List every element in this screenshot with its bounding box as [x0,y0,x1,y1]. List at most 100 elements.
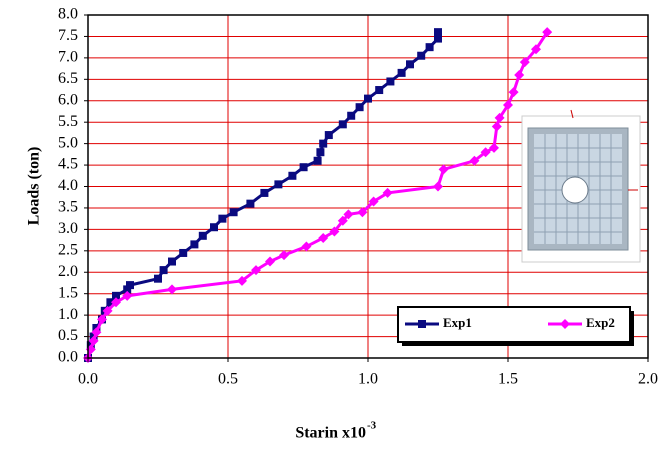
y-tick-label: 6.0 [58,91,78,108]
marker [417,51,426,60]
marker [106,298,115,307]
marker [560,319,570,329]
marker [489,142,499,153]
marker [159,266,168,275]
marker [438,164,449,175]
marker [229,208,238,217]
marker [237,275,247,286]
x-axis-label: Starin x10 [295,425,366,442]
marker [316,148,325,157]
marker [301,241,312,252]
marker [179,248,188,257]
y-tick-label: 7.0 [58,49,78,66]
y-tick-label: 5.5 [58,113,78,130]
series-line [86,31,549,359]
marker [347,111,356,120]
marker [480,147,491,158]
y-tick-label: 0.5 [58,327,78,344]
marker [198,231,207,240]
legend: Exp1 Exp2 [397,306,634,346]
marker [406,60,414,69]
marker [433,181,443,192]
y-tick-label: 8.0 [58,6,78,23]
marker [299,163,308,172]
y-tick-label: 1.5 [58,284,78,301]
marker [111,297,121,308]
marker [434,34,442,43]
x-tick-label: 1.5 [498,371,518,388]
marker [364,94,372,103]
marker [329,226,340,237]
x-tick-label: 2.0 [638,371,658,388]
marker [337,215,348,226]
marker [313,156,322,165]
inset-image [521,109,641,263]
marker [418,320,426,328]
x-tick-label: 0.5 [218,371,238,388]
marker [123,285,132,294]
marker [265,256,275,267]
y-tick-label: 2.0 [58,263,78,280]
marker [167,284,177,295]
marker [519,57,530,68]
legend-label: Exp2 [586,315,615,330]
y-tick-label: 4.5 [58,156,78,173]
plot [83,14,649,363]
marker [397,68,406,77]
marker [260,188,269,197]
marker [338,120,347,129]
marker [91,327,102,338]
x-tick-label: 1.0 [358,371,378,388]
marker [382,187,393,198]
marker [531,44,541,55]
marker [324,131,333,140]
y-tick-label: 5.0 [58,134,78,151]
marker [102,305,113,316]
y-tick-label: 4.0 [58,177,78,194]
y-tick-label: 1.0 [58,306,78,323]
marker [97,314,107,325]
marker [425,43,434,52]
y-tick-label: 3.5 [58,199,78,216]
y-tick-label: 7.5 [58,27,78,44]
marker [288,171,297,180]
x-tick-label: 0.0 [78,371,98,388]
x-axis-label-exponent: -3 [367,420,377,432]
marker [368,196,379,207]
marker [514,70,525,81]
marker [343,209,354,220]
y-tick-label: 2.5 [58,241,78,258]
legend-label: Exp1 [443,315,472,330]
marker [491,121,502,132]
marker [503,100,513,111]
marker [357,207,368,218]
marker [246,199,255,208]
y-tick-label: 3.0 [58,220,78,237]
marker [318,232,329,243]
marker [190,240,199,249]
marker [494,112,505,123]
y-tick-label: 6.5 [58,70,78,87]
marker [542,27,553,38]
marker [508,87,519,98]
plot-frame [87,14,649,359]
marker [122,290,133,301]
y-tick-label: 0.0 [58,349,78,366]
y-axis-label: Loads (ton) [26,147,43,226]
marker [469,155,480,166]
marker [126,281,134,290]
marker [355,103,364,112]
marker [279,250,289,261]
marker [210,223,218,232]
marker [434,28,442,37]
marker [274,180,283,189]
marker [154,274,162,283]
marker [386,77,395,86]
marker [88,335,99,346]
marker [168,257,176,266]
marker [319,139,328,148]
marker [218,214,227,223]
marker [112,291,120,300]
marker [375,86,384,95]
